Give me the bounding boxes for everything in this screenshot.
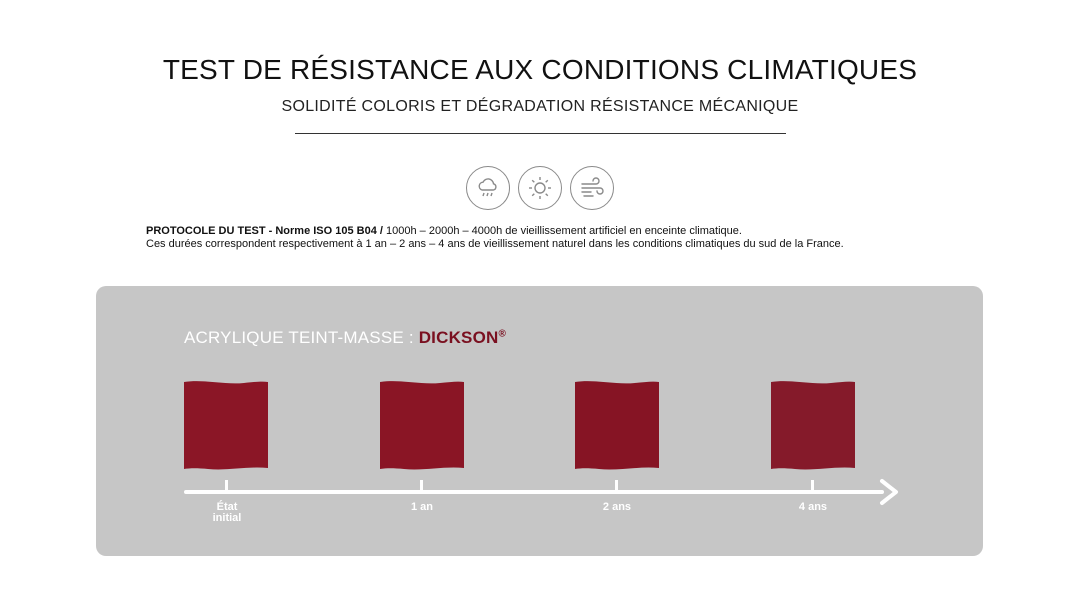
protocol-line2: Ces durées correspondent respectivement … bbox=[146, 238, 844, 250]
material-label: ACRYLIQUE TEINT-MASSE : DICKSON® bbox=[184, 328, 507, 347]
fabric-swatch-4-ans bbox=[771, 380, 855, 470]
timeline-arrow-icon bbox=[880, 479, 898, 505]
wind-icon bbox=[570, 166, 614, 210]
timeline-tick bbox=[225, 480, 228, 492]
stage-label-1-an: 1 an bbox=[410, 501, 433, 513]
fabric-swatch-initial bbox=[184, 380, 268, 470]
page-title: TEST DE RÉSISTANCE AUX CONDITIONS CLIMAT… bbox=[162, 54, 918, 85]
stage-label-initial: État initial bbox=[212, 501, 242, 524]
fabric-swatch-1-an bbox=[380, 380, 464, 470]
sun-icon bbox=[518, 166, 562, 210]
timeline-tick bbox=[420, 480, 423, 492]
registered-mark: ® bbox=[498, 328, 507, 340]
rain-cloud-icon bbox=[466, 166, 510, 210]
results-panel: ACRYLIQUE TEINT-MASSE : DICKSON® État ini… bbox=[96, 286, 983, 556]
stage-label-4-ans: 4 ans bbox=[798, 501, 828, 513]
title-divider bbox=[295, 133, 786, 134]
weather-icons bbox=[466, 166, 616, 212]
stage-label-2-ans: 2 ans bbox=[602, 501, 632, 513]
swatch-shape bbox=[771, 381, 855, 470]
timeline-line bbox=[184, 490, 884, 494]
test-protocol: PROTOCOLE DU TEST - Norme ISO 105 B04 / … bbox=[146, 225, 966, 251]
timeline-tick bbox=[615, 480, 618, 492]
brand-name: DICKSON bbox=[418, 328, 499, 347]
protocol-text: 1000h – 2000h – 4000h de vieillissement … bbox=[382, 225, 742, 237]
fabric-swatch-2-ans bbox=[575, 380, 659, 470]
protocol-heading: PROTOCOLE DU TEST - Norme ISO 105 B04 / bbox=[146, 225, 383, 237]
swatch-shape bbox=[184, 381, 268, 470]
swatch-shape bbox=[575, 381, 659, 470]
swatch-shape bbox=[380, 381, 464, 470]
timeline-tick bbox=[811, 480, 814, 492]
page-subtitle: SOLIDITÉ COLORIS ET DÉGRADATION RÉSISTAN… bbox=[281, 98, 799, 115]
